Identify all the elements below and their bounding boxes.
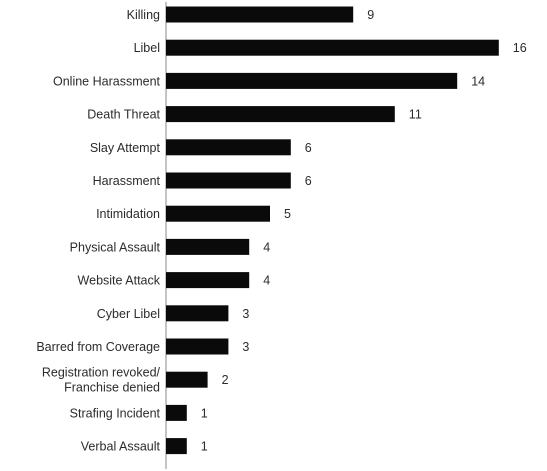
value-label: 2 bbox=[222, 373, 229, 387]
bar bbox=[166, 39, 499, 56]
value-label: 1 bbox=[201, 406, 208, 420]
bar bbox=[166, 6, 354, 23]
category-label: Strafing Incident bbox=[70, 406, 161, 420]
bar bbox=[166, 438, 187, 455]
bar bbox=[166, 106, 395, 123]
category-label: Barred from Coverage bbox=[36, 340, 160, 354]
value-label: 1 bbox=[201, 440, 208, 454]
value-label: 3 bbox=[242, 307, 249, 321]
bar bbox=[166, 338, 229, 355]
category-label: Cyber Libel bbox=[97, 307, 160, 321]
bar bbox=[166, 72, 458, 89]
bar bbox=[166, 172, 291, 189]
bar bbox=[166, 238, 250, 255]
category-label: Online Harassment bbox=[53, 74, 161, 88]
category-label: Physical Assault bbox=[70, 240, 161, 254]
bar bbox=[166, 305, 229, 322]
category-label: Libel bbox=[134, 41, 160, 55]
bar bbox=[166, 371, 208, 388]
bar bbox=[166, 139, 291, 156]
value-label: 4 bbox=[263, 274, 270, 288]
category-label: Killing bbox=[127, 8, 160, 22]
value-label: 6 bbox=[305, 174, 312, 188]
category-label: Registration revoked/Franchise denied bbox=[42, 366, 161, 395]
bar bbox=[166, 205, 270, 222]
category-label: Harassment bbox=[93, 174, 161, 188]
value-label: 9 bbox=[367, 8, 374, 22]
value-label: 16 bbox=[513, 41, 527, 55]
value-label: 5 bbox=[284, 207, 291, 221]
bar bbox=[166, 404, 187, 421]
value-label: 6 bbox=[305, 141, 312, 155]
value-label: 4 bbox=[263, 240, 270, 254]
category-label: Website Attack bbox=[78, 274, 161, 288]
category-label: Death Threat bbox=[87, 108, 160, 122]
value-label: 11 bbox=[409, 108, 422, 122]
category-label: Intimidation bbox=[96, 207, 160, 221]
value-label: 14 bbox=[471, 74, 485, 88]
value-label: 3 bbox=[242, 340, 249, 354]
category-label: Slay Attempt bbox=[90, 141, 161, 155]
category-label: Verbal Assault bbox=[81, 440, 161, 454]
bar bbox=[166, 272, 250, 289]
